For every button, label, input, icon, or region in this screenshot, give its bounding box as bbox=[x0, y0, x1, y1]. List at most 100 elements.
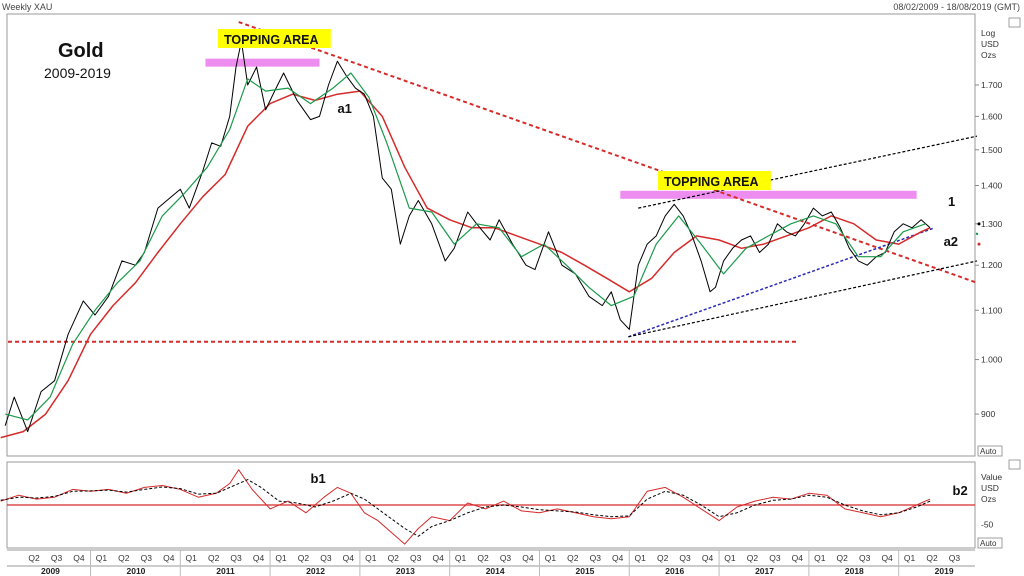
ma-fast-line bbox=[5, 72, 926, 421]
quarter-label: Q2 bbox=[208, 553, 220, 563]
quarter-label: Q1 bbox=[635, 553, 647, 563]
y-tick-label: 1.600 bbox=[981, 111, 1003, 121]
quarter-label: Q3 bbox=[949, 553, 961, 563]
channel-lower-line bbox=[628, 260, 978, 338]
y-axis-label: Log bbox=[981, 28, 995, 38]
quarter-label: Q2 bbox=[298, 553, 310, 563]
quarter-label: Q2 bbox=[657, 553, 669, 563]
year-label: 2014 bbox=[486, 566, 505, 576]
year-label: 2015 bbox=[575, 566, 594, 576]
quarter-label: Q4 bbox=[702, 553, 714, 563]
y-tick-label: 1.100 bbox=[981, 305, 1003, 315]
quarter-label: Q2 bbox=[118, 553, 130, 563]
topping-band bbox=[205, 58, 320, 67]
year-label: 2009 bbox=[41, 566, 60, 576]
date-range-label: 08/02/2009 - 18/08/2019 (GMT) bbox=[893, 2, 1020, 12]
quarter-label: Q1 bbox=[455, 553, 467, 563]
quarter-label: Q4 bbox=[792, 553, 804, 563]
osc-axis-label: Value bbox=[981, 472, 1002, 482]
label-1: 1 bbox=[948, 194, 955, 209]
y-tick-label: 1.000 bbox=[981, 355, 1003, 365]
year-label: 2019 bbox=[935, 566, 954, 576]
ma-slow-line bbox=[0, 90, 931, 439]
quarter-label: Q4 bbox=[612, 553, 624, 563]
oscillator-line bbox=[0, 469, 931, 545]
y-tick-label: 1.200 bbox=[981, 260, 1003, 270]
y-tick-label: 1.300 bbox=[981, 219, 1003, 229]
quarter-label: Q2 bbox=[388, 553, 400, 563]
label-a2: a2 bbox=[944, 234, 958, 249]
osc-auto-button: Auto bbox=[980, 539, 997, 548]
price-panel-frame bbox=[6, 13, 976, 457]
channel-upper-line bbox=[638, 135, 978, 209]
quarter-label: Q4 bbox=[432, 553, 444, 563]
year-label: 2016 bbox=[665, 566, 684, 576]
topping-area-label: TOPPING AREA bbox=[224, 33, 318, 47]
osc-tick-label: -50 bbox=[981, 520, 994, 530]
y-axis-label: USD bbox=[981, 39, 999, 49]
quarter-label: Q1 bbox=[904, 553, 916, 563]
topping-area-label: TOPPING AREA bbox=[664, 175, 758, 189]
chart-title: Gold bbox=[58, 40, 104, 62]
label-b1: b1 bbox=[311, 471, 326, 486]
quarter-label: Q3 bbox=[859, 553, 871, 563]
quarter-label: Q4 bbox=[522, 553, 534, 563]
quarter-label: Q2 bbox=[926, 553, 938, 563]
quarter-label: Q2 bbox=[28, 553, 40, 563]
year-label: 2017 bbox=[755, 566, 774, 576]
quarter-label: Q2 bbox=[837, 553, 849, 563]
quarter-label: Q1 bbox=[545, 553, 557, 563]
quarter-label: Q2 bbox=[567, 553, 579, 563]
quarter-label: Q1 bbox=[365, 553, 377, 563]
signal-line bbox=[0, 479, 931, 537]
label-a1: a1 bbox=[337, 101, 351, 116]
quarter-label: Q1 bbox=[814, 553, 826, 563]
quarter-label: Q2 bbox=[477, 553, 489, 563]
year-label: 2010 bbox=[127, 566, 146, 576]
auto-button: Auto bbox=[980, 447, 997, 456]
ma-slow-marker bbox=[977, 242, 981, 246]
y-tick-label: 1.500 bbox=[981, 145, 1003, 155]
topping-area-label-box bbox=[658, 171, 771, 190]
label-b2: b2 bbox=[953, 483, 968, 498]
quarter-label: Q3 bbox=[679, 553, 691, 563]
quarter-label: Q3 bbox=[410, 553, 422, 563]
year-label: 2013 bbox=[396, 566, 415, 576]
quarter-label: Q3 bbox=[500, 553, 512, 563]
year-label: 2018 bbox=[845, 566, 864, 576]
osc-axis-label: Ozs bbox=[981, 494, 996, 504]
osc-auto-button-box bbox=[977, 537, 1003, 549]
topping-band bbox=[620, 190, 917, 199]
instrument-label: Weekly XAU bbox=[2, 2, 53, 12]
osc-axis-label: USD bbox=[981, 483, 999, 493]
quarter-label: Q3 bbox=[141, 553, 153, 563]
quarter-label: Q1 bbox=[275, 553, 287, 563]
quarter-label: Q4 bbox=[163, 553, 175, 563]
quarter-label: Q3 bbox=[230, 553, 242, 563]
quarter-label: Q3 bbox=[590, 553, 602, 563]
quarter-label: Q3 bbox=[51, 553, 63, 563]
ma-fast-marker bbox=[975, 232, 979, 236]
quarter-label: Q1 bbox=[186, 553, 198, 563]
quarter-label: Q2 bbox=[747, 553, 759, 563]
quarter-label: Q1 bbox=[96, 553, 108, 563]
downtrend-line bbox=[238, 21, 978, 284]
year-label: 2011 bbox=[216, 566, 235, 576]
uptrend-line bbox=[628, 227, 935, 338]
price-line bbox=[4, 40, 931, 433]
y-tick-label: 1.400 bbox=[981, 180, 1003, 190]
quarter-label: Q4 bbox=[343, 553, 355, 563]
y-tick-label: 900 bbox=[981, 409, 995, 419]
y-tick-label: 1.700 bbox=[981, 80, 1003, 90]
panel-close-icon bbox=[1008, 459, 1021, 470]
quarter-label: Q3 bbox=[320, 553, 332, 563]
topping-area-label-box bbox=[218, 29, 331, 48]
y-axis-label: Ozs bbox=[981, 50, 996, 60]
quarter-label: Q4 bbox=[73, 553, 85, 563]
last-price-marker bbox=[977, 222, 981, 226]
auto-button-box bbox=[977, 445, 1003, 457]
panel-close-icon bbox=[1008, 17, 1021, 28]
year-label: 2012 bbox=[306, 566, 325, 576]
